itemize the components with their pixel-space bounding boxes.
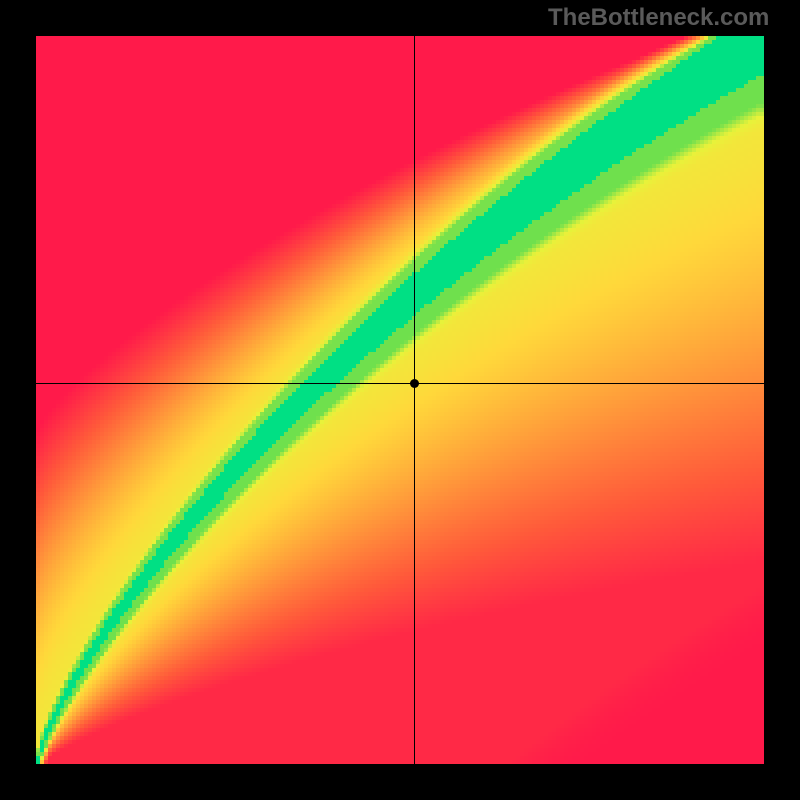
chart-container: TheBottleneck.com (0, 0, 800, 800)
watermark-text: TheBottleneck.com (548, 4, 769, 32)
bottleneck-heatmap (36, 36, 764, 764)
crosshair-vertical (414, 36, 415, 764)
crosshair-horizontal (36, 383, 764, 384)
